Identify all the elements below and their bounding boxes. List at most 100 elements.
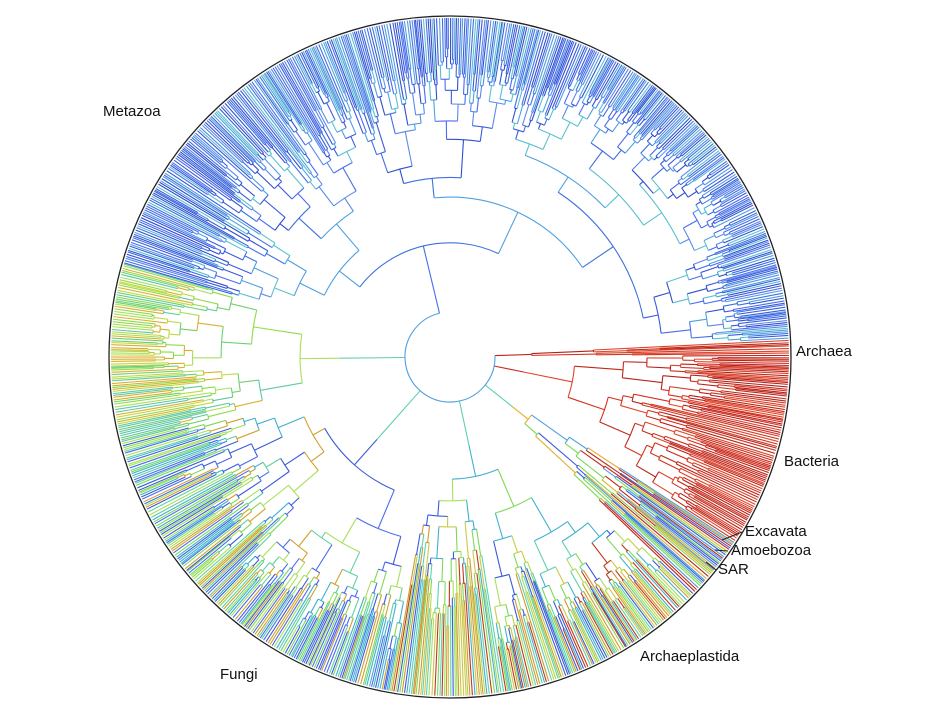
branch — [308, 142, 324, 166]
branch — [235, 585, 263, 620]
branch — [685, 266, 695, 271]
branch — [735, 389, 787, 397]
branch — [486, 20, 495, 72]
branch — [724, 317, 727, 322]
branch — [216, 456, 232, 465]
branch — [180, 311, 200, 316]
branch — [224, 227, 249, 242]
branch — [247, 555, 256, 565]
branch — [734, 316, 741, 319]
branch — [516, 636, 530, 687]
branch — [183, 305, 207, 312]
branch — [701, 211, 707, 215]
branch — [456, 18, 459, 65]
branch — [436, 613, 442, 696]
branch — [683, 159, 689, 164]
branch — [215, 469, 223, 474]
branch — [349, 608, 374, 682]
branch — [723, 303, 738, 307]
branch — [326, 96, 329, 99]
branch — [342, 35, 375, 129]
branch — [737, 292, 784, 303]
branch — [683, 491, 690, 496]
branch — [570, 609, 597, 664]
branch — [204, 419, 226, 427]
branch — [668, 445, 691, 456]
branch — [293, 615, 317, 659]
branch — [299, 52, 318, 89]
branch — [218, 234, 227, 240]
branch — [300, 601, 331, 662]
branch — [574, 606, 577, 609]
branch — [535, 435, 576, 474]
branch — [198, 380, 205, 383]
branch — [260, 382, 303, 391]
branch — [720, 202, 753, 220]
branch — [513, 553, 519, 568]
branch — [689, 374, 692, 382]
branch — [708, 484, 711, 487]
branch — [523, 562, 527, 569]
branch — [730, 324, 739, 327]
branch — [317, 617, 319, 619]
branch — [388, 648, 392, 660]
branch — [149, 199, 219, 237]
branch — [721, 249, 772, 267]
branch — [542, 133, 551, 150]
branch — [586, 96, 591, 102]
branch — [570, 103, 577, 107]
branch — [480, 19, 488, 76]
branch — [616, 492, 636, 509]
branch — [471, 111, 475, 126]
branch — [511, 595, 515, 600]
branch — [677, 177, 683, 182]
branch — [204, 448, 216, 454]
branch — [505, 24, 517, 74]
branch — [520, 570, 524, 573]
branch — [551, 108, 556, 111]
branch — [222, 483, 243, 497]
branch — [608, 396, 623, 402]
branch — [209, 534, 272, 597]
branch — [714, 194, 749, 214]
branch — [700, 441, 772, 467]
branch — [695, 201, 702, 206]
branch — [512, 25, 523, 68]
branch — [389, 113, 396, 134]
branch — [473, 19, 479, 75]
branch — [401, 21, 410, 70]
branch — [160, 496, 224, 535]
branch — [721, 281, 728, 284]
branch — [574, 568, 585, 583]
branch — [399, 587, 403, 601]
branch — [726, 266, 778, 282]
branch — [429, 563, 433, 580]
branch — [679, 238, 690, 245]
branch — [439, 613, 443, 696]
branch — [420, 19, 427, 74]
branch — [658, 459, 681, 471]
branch — [564, 596, 570, 600]
branch — [629, 574, 636, 582]
branch — [121, 427, 175, 443]
branch — [569, 619, 591, 666]
branch — [201, 386, 203, 391]
branch — [311, 567, 321, 574]
branch — [580, 570, 592, 588]
branch — [230, 497, 240, 505]
branch — [360, 109, 364, 114]
branch — [546, 37, 565, 88]
branch — [689, 493, 695, 497]
branch — [217, 265, 219, 267]
branch — [183, 147, 236, 189]
branch — [542, 94, 550, 113]
branch — [513, 624, 517, 627]
branch — [727, 333, 743, 337]
branch — [559, 613, 585, 669]
branch — [511, 599, 519, 621]
branch — [140, 477, 179, 496]
branch — [723, 195, 726, 199]
branch — [254, 588, 288, 635]
branch — [688, 436, 702, 442]
branch — [603, 67, 627, 104]
